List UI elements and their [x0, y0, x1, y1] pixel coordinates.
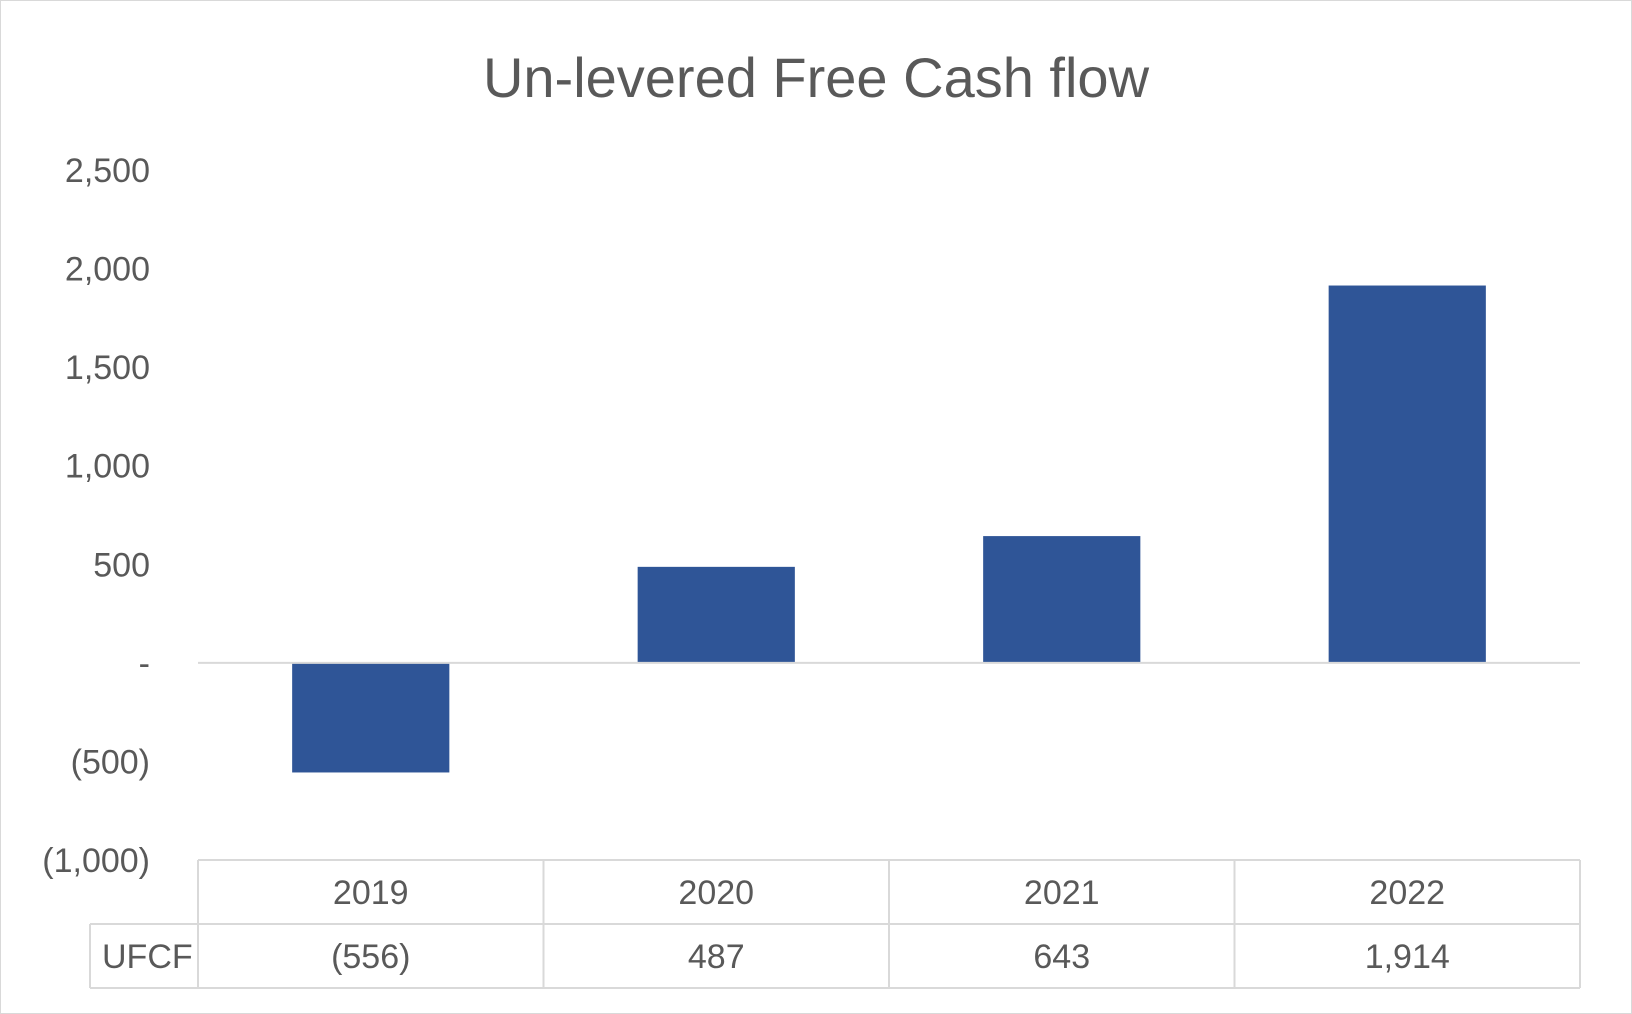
y-tick-label: 2,500	[65, 152, 150, 190]
bar-2019	[292, 662, 450, 773]
series-name-cell: UFCF	[102, 938, 193, 976]
bar-2021	[983, 536, 1141, 663]
y-tick-label: 500	[93, 546, 150, 584]
y-tick-label: (500)	[71, 743, 150, 781]
table-value-cell: 1,914	[1365, 938, 1450, 976]
y-tick-label: -	[139, 645, 150, 683]
table-value-cell: (556)	[331, 938, 410, 976]
table-value-cell: 487	[688, 938, 745, 976]
y-tick-label: 2,000	[65, 251, 150, 289]
y-axis-ticks: 2,500 2,000 1,500 1,000 500 - (500) (1,000)	[42, 152, 150, 880]
y-tick-label: 1,000	[65, 448, 150, 486]
table-header-cell: 2022	[1369, 874, 1445, 912]
bars	[292, 285, 1486, 773]
table-value-cell: 643	[1033, 938, 1090, 976]
table-header-cell: 2021	[1024, 874, 1100, 912]
y-tick-label: 1,500	[65, 349, 150, 387]
chart-title: Un-levered Free Cash flow	[483, 46, 1150, 109]
bar-2022	[1328, 285, 1486, 663]
data-table: 2019 2020 2021 2022 UFCF (556) 487 643 1,914	[89, 859, 1581, 989]
table-header-cell: 2020	[678, 874, 754, 912]
bar-2020	[637, 566, 795, 663]
y-tick-label: (1,000)	[42, 842, 150, 880]
table-header-cell: 2019	[333, 874, 409, 912]
